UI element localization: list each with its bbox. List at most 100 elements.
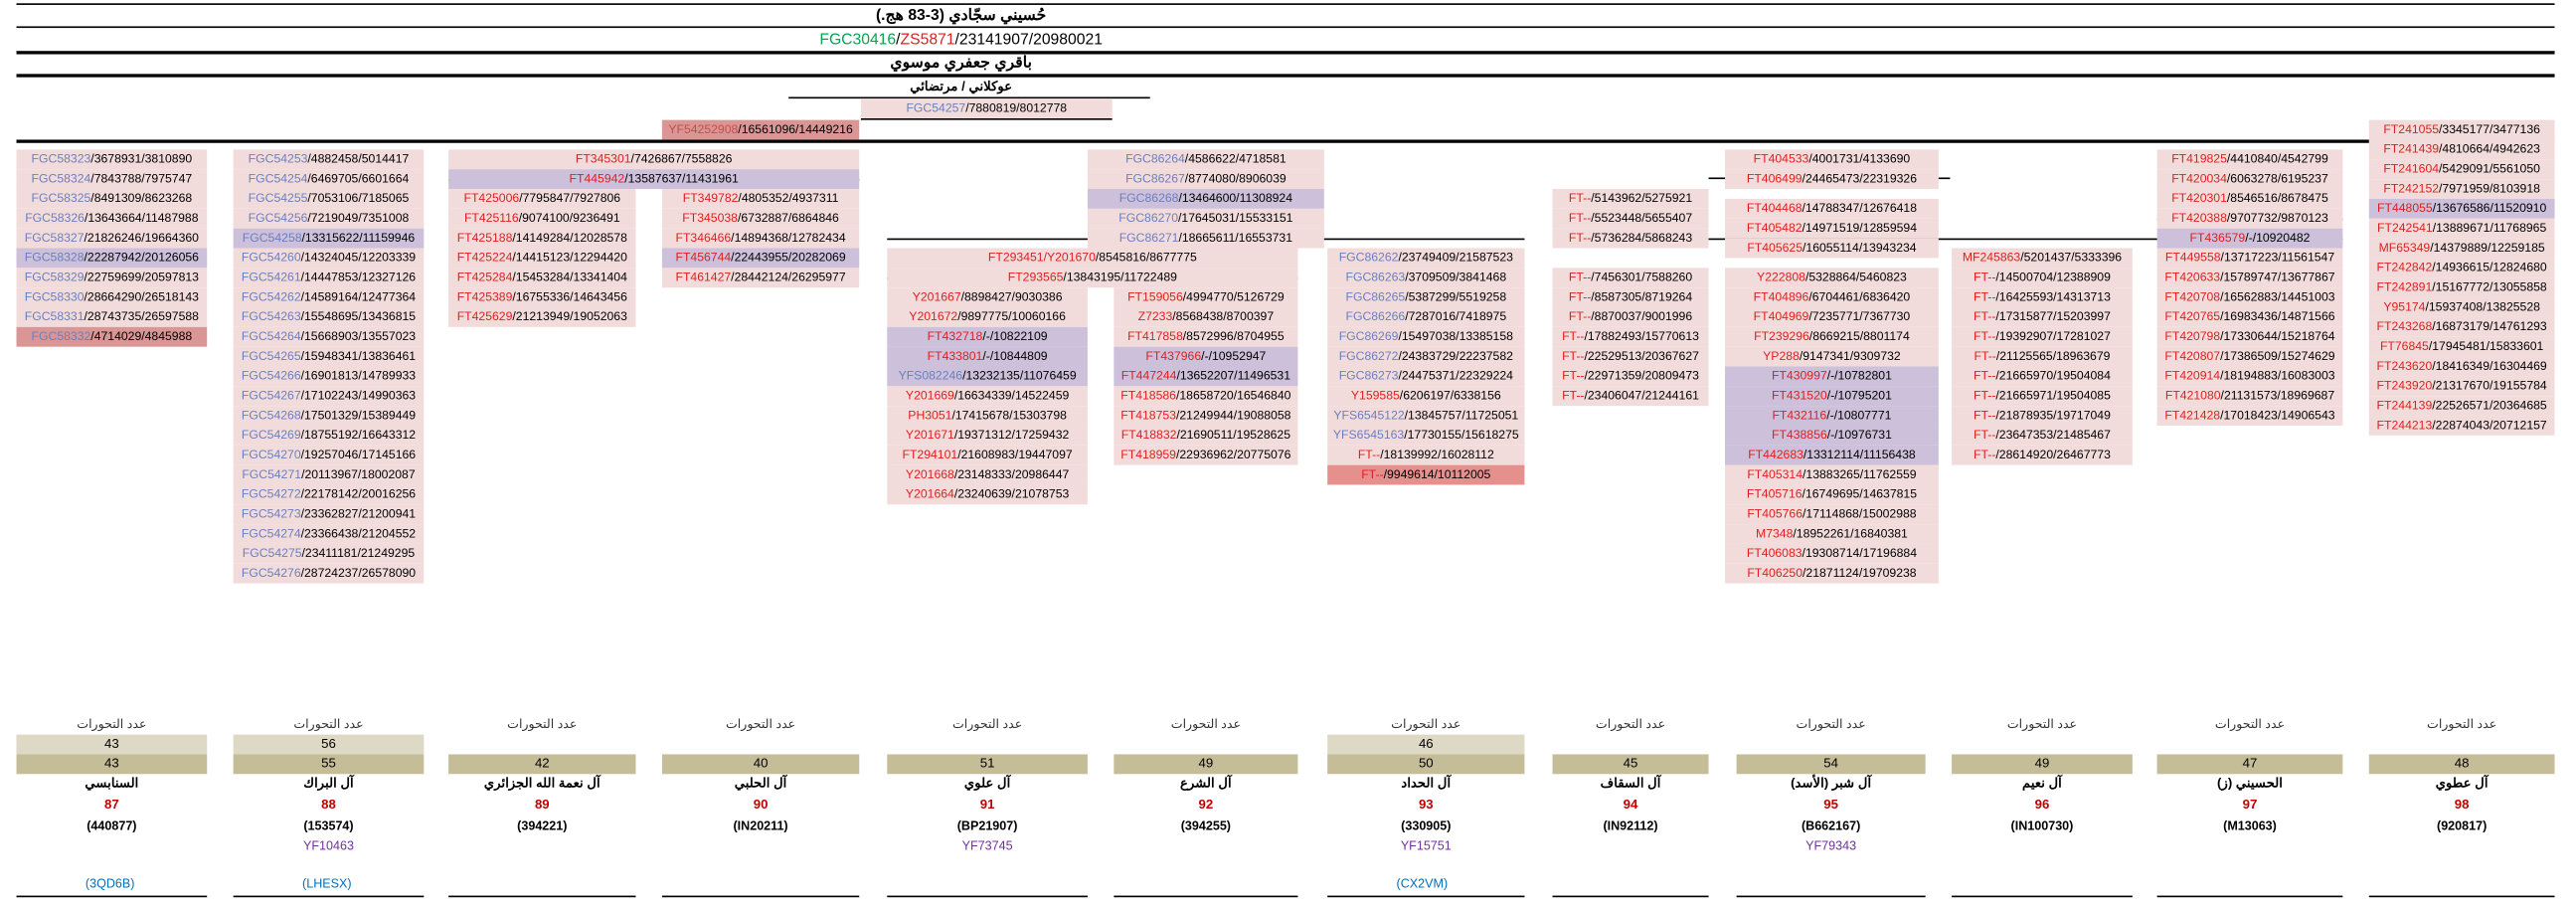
snp-cell: FGC58327/21826246/19664360	[16, 228, 208, 249]
snp-part: /23141907/20980021	[954, 31, 1103, 50]
snp-position: /23749409/21587523	[1398, 250, 1513, 266]
snp-cell: FT242152/7971959/8103918	[2368, 179, 2555, 199]
kit-code: (330905)	[1401, 817, 1452, 833]
snp-position: /7456301/7588260	[1591, 269, 1693, 284]
snp-position: /21878935/19717049	[1995, 407, 2111, 423]
snp-position: /14971519/12859594	[1802, 220, 1918, 236]
snp-name: FT448055	[2377, 200, 2433, 216]
snp-name: FGC54254	[248, 170, 308, 186]
snp-cell: FT242842/14936615/12824680	[2368, 258, 2555, 278]
snp-name: FT420633	[2164, 269, 2221, 284]
snp-position: /8568438/8700397	[1172, 308, 1275, 324]
snp-cell: FGC54276/28724237/26578090	[233, 563, 425, 584]
family-name: آل الشرع	[1180, 775, 1232, 791]
snp-position: /4994770/5126729	[1182, 288, 1285, 304]
snp-cell: FT242891/15167772/13055858	[2368, 277, 2555, 298]
snp-name: FT404896	[1753, 288, 1809, 304]
snp-position: /17018423/14906543	[2220, 407, 2335, 423]
snp-name: FGC54261	[241, 269, 301, 284]
snp-name: FT425284	[456, 269, 513, 284]
snp-position: /28664290/26518143	[84, 288, 199, 304]
snp-cell: FT445942/13587637/11431961	[448, 169, 860, 190]
snp-cell: FGC58325/8491309/8623268	[16, 189, 208, 209]
snp-cell: FT--/5143962/5275921	[1552, 189, 1709, 209]
snp-name: FT420708	[2164, 288, 2221, 304]
snp-cell: FT447244/13652207/11496531	[1114, 366, 1298, 387]
snp-position: /7219049/7351008	[307, 210, 410, 226]
snp-cell: FGC54275/23411181/21249295	[233, 543, 425, 564]
snp-name: MF65349	[2378, 240, 2431, 256]
snp-cell: FT419825/4410840/4542799	[2156, 149, 2343, 170]
snp-position: /14936615/12824680	[2432, 260, 2547, 274]
snp-name: FT--	[1568, 308, 1592, 324]
snp-position: /6704461/6836420	[1808, 288, 1911, 304]
kit-code: (440877)	[86, 817, 137, 833]
snp-name: FT406083	[1746, 545, 1803, 561]
mutation-count: 40	[661, 754, 860, 775]
snp-cell: FGC58326/13643664/11487988	[16, 208, 208, 229]
snp-cell: FGC86268/13464600/11308924	[1087, 189, 1324, 209]
snp-cell: FT--/21878935/19717049	[1952, 406, 2133, 426]
snp-cell: Y201669/16634339/14522459	[887, 386, 1088, 407]
snp-position: /21608983/19447097	[957, 447, 1073, 462]
snp-name: FT--	[1568, 210, 1592, 226]
snp-cell: FGC54253/4882458/5014417	[233, 149, 425, 170]
snp-cell: Y159585/6206197/6338156	[1327, 386, 1525, 407]
snp-name: FGC86267	[1125, 170, 1185, 186]
snp-name: FGC86271	[1118, 230, 1179, 246]
snp-cell: FT420914/18194883/16083003	[2156, 366, 2343, 387]
snp-position: /7235771/7367730	[1808, 308, 1911, 324]
rule	[2156, 895, 2343, 898]
snp-position: /28614920/26467773	[1995, 447, 2111, 462]
snp-name: FT418832	[1120, 427, 1177, 443]
snp-cell: FT241604/5429091/5561050	[2368, 159, 2555, 180]
family-name: السنابسي	[85, 775, 139, 791]
snp-cell: FT241055/3345177/3477136	[2368, 119, 2555, 140]
kit-code: (153574)	[303, 817, 354, 833]
family-name: آل البراك	[303, 775, 354, 791]
rule	[1952, 895, 2133, 898]
snp-position: /21317670/19155784	[2432, 378, 2547, 393]
snp-position: /22874043/20712157	[2432, 417, 2547, 433]
snp-cell: FT461427/28442124/26295977	[661, 268, 860, 288]
snp-name: YF54252908	[668, 121, 739, 137]
family-number: 91	[979, 797, 995, 813]
snp-cell: FGC54263/15548695/13436815	[233, 307, 425, 327]
snp-position: /16873179/14761293	[2432, 318, 2547, 334]
snp-cell: FT349782/4805352/4937311	[661, 189, 860, 209]
snp-position: /13652207/11496531	[1176, 368, 1291, 384]
snp-name: FGC54262	[241, 288, 301, 304]
family-name: آل عطوي	[2435, 775, 2489, 791]
snp-cell: Y201664/23240639/21078753	[887, 484, 1088, 505]
snp-cell: FT438856/-/10976731	[1725, 425, 1939, 446]
mutation-count-label: عدد التحورات	[2006, 716, 2078, 732]
snp-name: FGC54275	[242, 545, 302, 561]
snp-name: FT293565	[1007, 269, 1064, 284]
snp-cell: FGC54267/17102243/14990363	[233, 386, 425, 407]
family-name: آل شبر (الأسد)	[1791, 775, 1872, 791]
snp-name: FT--	[1568, 269, 1592, 284]
snp-cell: FT433801/-/10844809	[887, 346, 1088, 367]
snp-name: FGC58326	[25, 210, 85, 226]
family-number: 96	[2034, 797, 2050, 813]
snp-position: /-/10976731	[1826, 427, 1892, 443]
kit-code: (B662167)	[1801, 817, 1861, 833]
snp-name: YP288	[1763, 348, 1800, 364]
snp-cell: MF65349/14379889/12259185	[2368, 238, 2555, 259]
snp-position: /16562883/14451003	[2220, 288, 2335, 304]
snp-position: /21213949/19052063	[512, 308, 627, 324]
snp-cell: FGC86273/24475371/22329224	[1327, 366, 1525, 387]
rule	[1552, 895, 1709, 898]
snp-name: FT425389	[456, 288, 513, 304]
snp-name: FT239296	[1754, 328, 1809, 344]
family-number: 93	[1418, 797, 1434, 813]
branch-title: عوكلاني / مرتضائي	[910, 79, 1013, 94]
snp-name: FT456744	[675, 250, 732, 266]
snp-position: /14788347/12676418	[1802, 200, 1918, 216]
header-title: حُسيني سجّادي (3-83 هج.)	[875, 6, 1047, 25]
snp-name: FT242842	[2376, 260, 2433, 274]
snp-position: /20113967/18002087	[301, 466, 416, 482]
snp-position: /18755192/16643312	[300, 427, 417, 443]
snp-position: /18416349/16304469	[2432, 358, 2547, 374]
snp-position: /8870037/9001996	[1591, 308, 1693, 324]
